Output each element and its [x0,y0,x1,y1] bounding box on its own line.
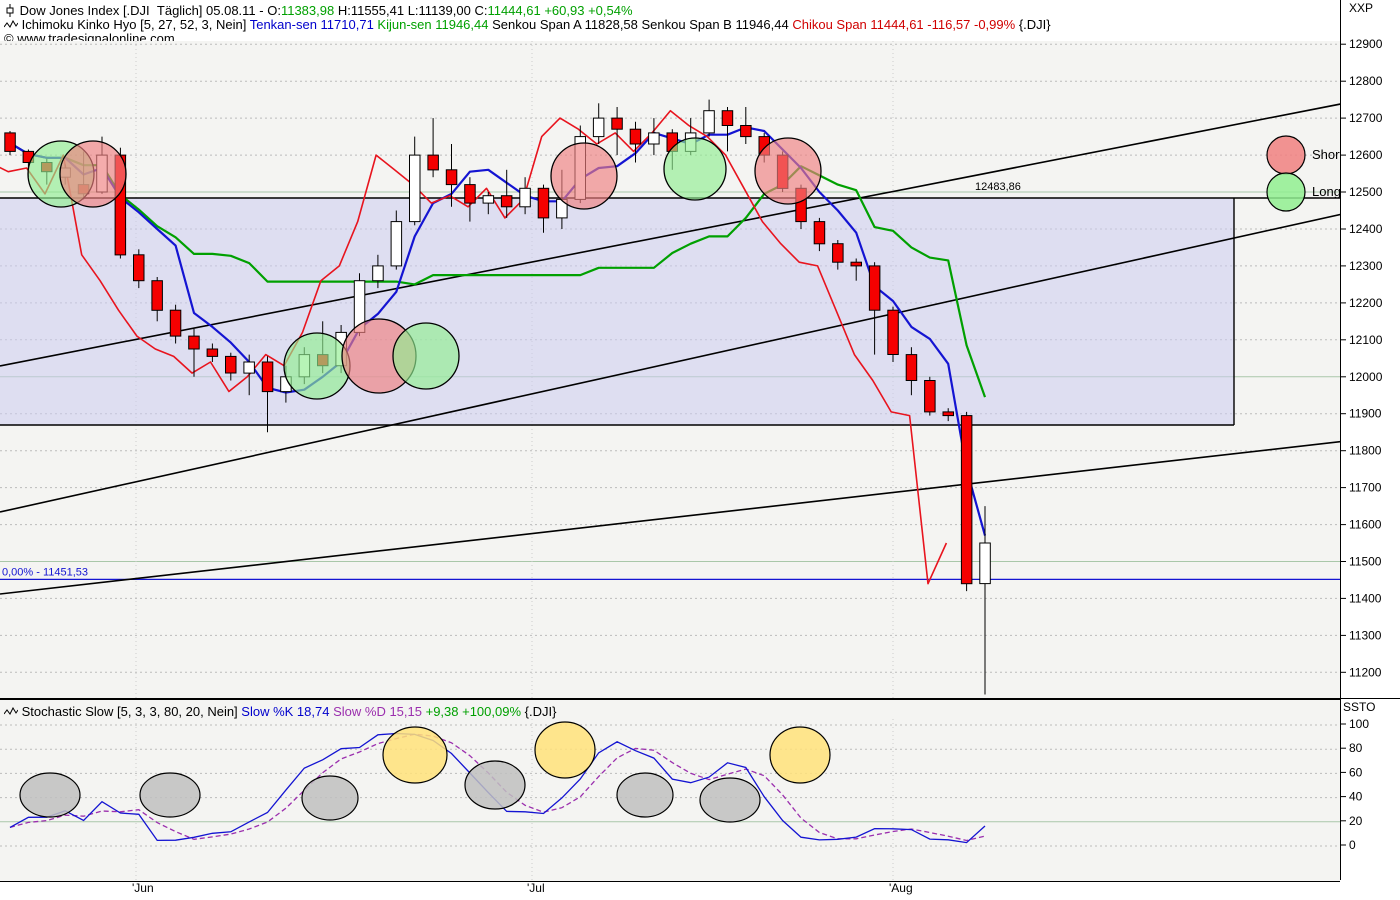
svg-text:12900: 12900 [1349,37,1383,51]
svg-text:12400: 12400 [1349,222,1383,236]
svg-text:11800: 11800 [1349,444,1382,458]
svg-text:60: 60 [1349,765,1363,779]
svg-text:80: 80 [1349,741,1363,755]
svg-text:20: 20 [1349,814,1363,828]
svg-text:0: 0 [1349,838,1356,852]
svg-text:100: 100 [1349,717,1369,731]
svg-text:12500: 12500 [1349,185,1383,199]
svg-text:Short: Short [1312,147,1340,162]
svg-text:Long: Long [1312,184,1340,199]
svg-text:11900: 11900 [1349,407,1382,421]
svg-text:12300: 12300 [1349,259,1383,273]
svg-text:0,00% - 11451,53: 0,00% - 11451,53 [2,566,88,578]
svg-text:11300: 11300 [1349,628,1382,642]
svg-text:40: 40 [1349,790,1363,804]
svg-text:SSTO: SSTO [1343,700,1375,714]
svg-text:12000: 12000 [1349,370,1383,384]
svg-text:XXP: XXP [1349,1,1373,15]
svg-text:12800: 12800 [1349,74,1383,88]
svg-text:11400: 11400 [1349,591,1382,605]
svg-text:11200: 11200 [1349,665,1382,679]
svg-text:11600: 11600 [1349,518,1382,532]
svg-text:11500: 11500 [1349,555,1382,569]
svg-text:12100: 12100 [1349,333,1383,347]
svg-text:12200: 12200 [1349,296,1383,310]
svg-text:12483,86: 12483,86 [975,181,1021,193]
svg-text:12700: 12700 [1349,111,1383,125]
svg-text:12600: 12600 [1349,148,1383,162]
svg-text:11700: 11700 [1349,481,1382,495]
